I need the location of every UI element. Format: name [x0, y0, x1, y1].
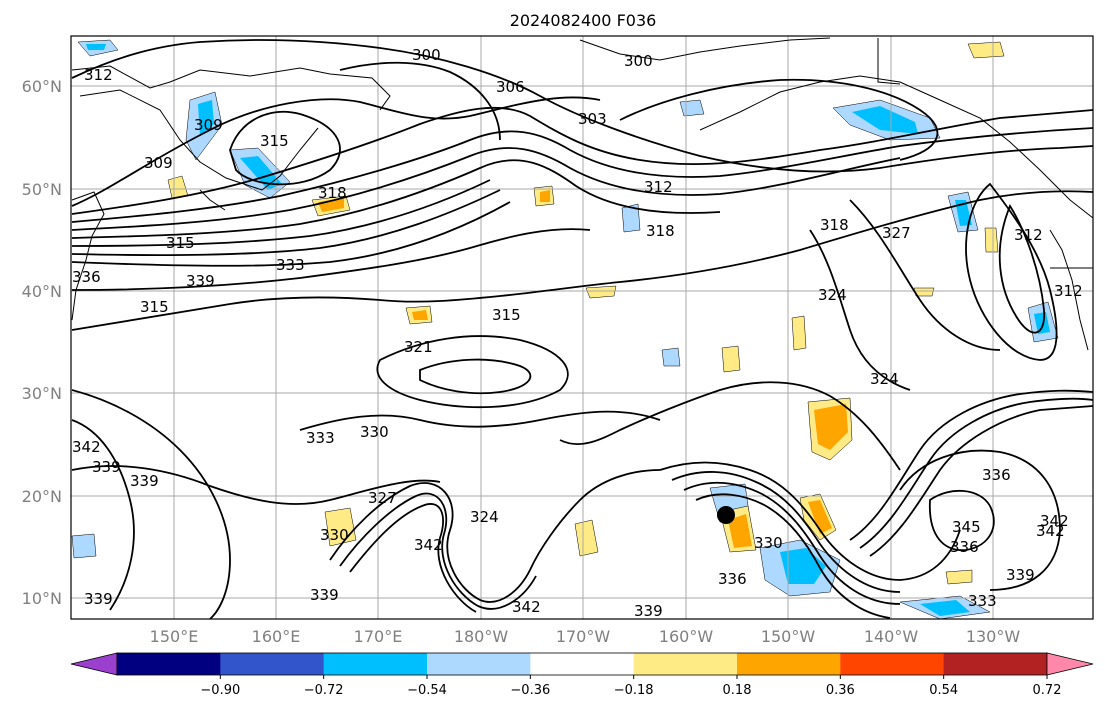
- contour-label: 330: [360, 423, 389, 441]
- lon-tick-label: 170°E: [354, 627, 403, 646]
- colorbar-cell: [323, 653, 428, 675]
- lon-tick-label: 130°W: [966, 627, 1021, 646]
- colorbar-label: 0.36: [826, 683, 855, 698]
- latitude-tick-labels: 60°N 50°N 40°N 30°N 20°N 10°N: [22, 77, 62, 608]
- colorbar-cell: [530, 653, 635, 675]
- colorbar-labels: −0.90 −0.72 −0.54 −0.36 −0.18 0.18 0.36 0.54 0.7…: [200, 675, 1062, 698]
- contour-label: 339: [310, 586, 339, 604]
- contour-label: 324: [870, 370, 899, 388]
- contour-label: 315: [260, 132, 289, 150]
- lat-tick-label: 50°N: [22, 180, 62, 199]
- contour-label: 339: [130, 472, 159, 490]
- colorbar-cell: [220, 653, 325, 675]
- contour-label: 336: [982, 466, 1011, 484]
- colorbar-cell: [943, 653, 1048, 675]
- colorbar-label: −0.72: [304, 683, 344, 698]
- contour-label: 309: [144, 154, 173, 172]
- contour-label: 345: [952, 518, 981, 536]
- contour-label: 306: [496, 78, 525, 96]
- contour-label: 333: [276, 256, 305, 274]
- colorbar-label: 0.18: [723, 683, 752, 698]
- lat-tick-label: 20°N: [22, 487, 62, 506]
- contour-label: 339: [1006, 566, 1035, 584]
- coastlines: [71, 37, 1094, 351]
- contour-label: 333: [968, 592, 997, 610]
- contour-labels: 312 309 309 315 318 300 300 306 303 315 …: [72, 46, 1083, 620]
- lon-tick-label: 150°E: [150, 627, 199, 646]
- colorbar-cell: [427, 653, 531, 675]
- contour-label: 324: [470, 508, 499, 526]
- contour-label: 339: [634, 602, 663, 620]
- contour-label: 318: [820, 216, 849, 234]
- map-panel: 312 309 309 315 318 300 300 306 303 315 …: [70, 35, 1094, 620]
- contour-label: 300: [412, 46, 441, 64]
- colorbar-cell: [840, 653, 945, 675]
- contour-label: 303: [578, 110, 607, 128]
- contour-label: 339: [186, 272, 215, 290]
- contour-label: 342: [414, 536, 443, 554]
- contour-label: 318: [646, 222, 675, 240]
- contour-label: 327: [368, 489, 397, 507]
- contour-label: 336: [718, 570, 747, 588]
- lon-tick-label: 180°W: [454, 627, 509, 646]
- contour-label: 342: [1036, 522, 1065, 540]
- contour-label: 339: [92, 458, 121, 476]
- contour-label: 336: [950, 538, 979, 556]
- contour-label: 321: [404, 338, 433, 356]
- contour-label: 312: [1014, 226, 1043, 244]
- contour-label: 333: [306, 429, 335, 447]
- contour-label: 312: [84, 66, 113, 84]
- colorbar-label: 0.72: [1033, 683, 1062, 698]
- lat-tick-label: 10°N: [22, 589, 62, 608]
- contour-label: 330: [320, 526, 349, 544]
- lon-tick-label: 160°E: [252, 627, 301, 646]
- colorbar-label: 0.54: [929, 683, 958, 698]
- contour-label: 315: [140, 298, 169, 316]
- colorbar-label: −0.18: [614, 683, 654, 698]
- figure-title: 2024082400 F036: [510, 11, 657, 30]
- colorbar-label: −0.36: [510, 683, 550, 698]
- map-frame: [70, 35, 1094, 620]
- contour-label: 315: [166, 234, 195, 252]
- colorbar-label: −0.90: [200, 683, 240, 698]
- lat-tick-label: 40°N: [22, 282, 62, 301]
- lon-tick-label: 140°W: [864, 627, 919, 646]
- contour-label: 342: [512, 598, 541, 616]
- contour-label: 342: [1040, 512, 1069, 530]
- contour-label: 330: [754, 534, 783, 552]
- contour-label: 339: [84, 590, 113, 608]
- colorbar-cell: [633, 653, 738, 675]
- colorbar-label: −0.54: [407, 683, 447, 698]
- contour-label: 318: [318, 184, 347, 202]
- contour-label: 309: [194, 116, 223, 134]
- colorbar-cells: [116, 652, 1048, 676]
- contour-label: 300: [624, 52, 653, 70]
- contour-label: 312: [644, 178, 673, 196]
- longitude-tick-labels: 150°E 160°E 170°E 180°W 170°W 160°W 150°…: [150, 627, 1021, 646]
- height-contours: [71, 39, 1094, 620]
- lon-tick-label: 170°W: [556, 627, 611, 646]
- contour-label: 336: [72, 268, 101, 286]
- colorbar-cell: [117, 653, 221, 675]
- colorbar: −0.90 −0.72 −0.54 −0.36 −0.18 0.18 0.36 0.54 0.7…: [70, 652, 1094, 698]
- lat-tick-label: 30°N: [22, 384, 62, 403]
- contour-label: 312: [1054, 282, 1083, 300]
- contour-label: 315: [492, 306, 521, 324]
- storm-center-marker: [717, 506, 735, 524]
- lon-tick-label: 160°W: [659, 627, 714, 646]
- colorbar-extend-left: [70, 652, 118, 676]
- colorbar-cell: [737, 653, 841, 675]
- contour-label: 324: [818, 286, 847, 304]
- colorbar-extend-right: [1046, 652, 1094, 676]
- contour-label: 342: [72, 438, 101, 456]
- lon-tick-label: 150°W: [761, 627, 816, 646]
- lat-tick-label: 60°N: [22, 77, 62, 96]
- contour-label: 327: [882, 224, 911, 242]
